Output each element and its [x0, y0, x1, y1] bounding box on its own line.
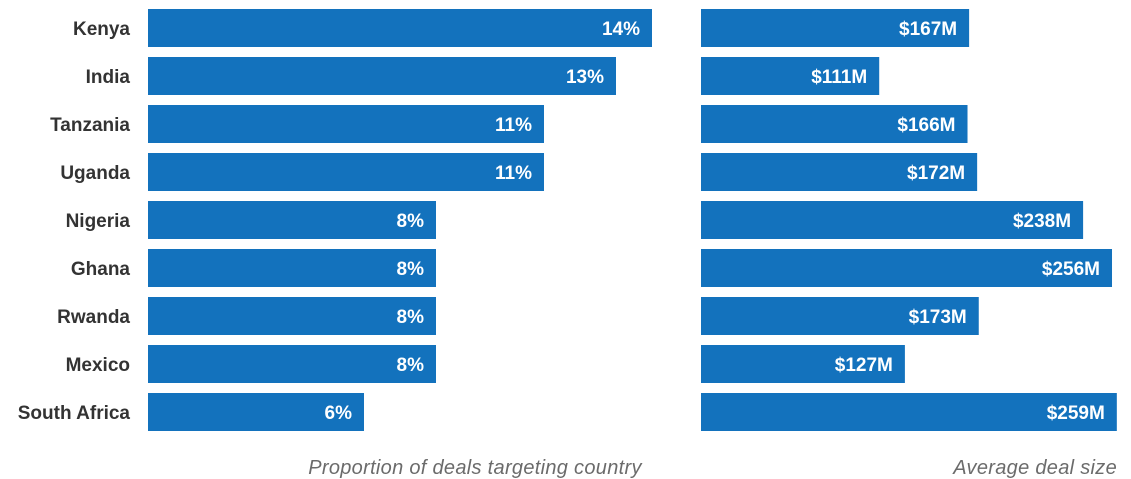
x-axis-title-deal-share: Proportion of deals targeting country — [308, 457, 642, 479]
bar-deal-size — [701, 9, 970, 47]
data-label-deal-size: $172M — [907, 163, 965, 184]
category-labels: Kenya India Tanzania Uganda Nigeria Ghana Rwan… — [18, 19, 131, 424]
data-label-deal-size: $166M — [897, 115, 955, 136]
bar-deal-size — [701, 249, 1113, 287]
bar-deal-size — [701, 201, 1084, 239]
bar-deal-share — [148, 105, 544, 143]
category-label: South Africa — [18, 403, 131, 424]
data-label-deal-share: 8% — [397, 355, 425, 376]
panel-deal-size: $167M $111M $166M $172M $238M $256M $173M $127M… — [701, 9, 1117, 431]
panel-deal-share: 14% 13% 11% 11% 8% 8% 8% 8% 6% — [148, 9, 652, 431]
bar-deal-share — [148, 345, 436, 383]
data-label-deal-size: $127M — [835, 355, 893, 376]
data-label-deal-size: $256M — [1042, 259, 1100, 280]
category-label: Ghana — [71, 259, 131, 280]
data-label-deal-share: 11% — [495, 115, 532, 136]
bar-deal-share — [148, 57, 616, 95]
bar-deal-size — [701, 105, 968, 143]
bar-deal-share — [148, 297, 436, 335]
bar-deal-size — [701, 57, 880, 95]
data-label-deal-share: 8% — [397, 211, 425, 232]
bar-deal-size — [701, 297, 979, 335]
data-label-deal-share: 14% — [602, 19, 640, 40]
data-label-deal-size: $259M — [1047, 403, 1105, 424]
data-label-deal-share: 13% — [566, 67, 604, 88]
category-label: Rwanda — [57, 307, 130, 328]
category-label: Nigeria — [66, 211, 131, 232]
bar-deal-share — [148, 201, 436, 239]
bar-deal-size — [701, 153, 978, 191]
data-label-deal-size: $173M — [909, 307, 967, 328]
data-label-deal-size: $167M — [899, 19, 957, 40]
x-axis-title-deal-size: Average deal size — [952, 457, 1117, 479]
bar-deal-share — [148, 153, 544, 191]
category-label: Kenya — [73, 19, 130, 40]
category-label: India — [86, 67, 131, 88]
data-label-deal-share: 8% — [397, 259, 425, 280]
bar-deal-share — [148, 393, 364, 431]
category-label: Tanzania — [50, 115, 130, 136]
category-label: Uganda — [60, 163, 130, 184]
bar-deal-share — [148, 249, 436, 287]
bar-deal-size — [701, 393, 1117, 431]
data-label-deal-size: $238M — [1013, 211, 1071, 232]
bar-deal-size — [701, 345, 905, 383]
data-label-deal-share: 6% — [325, 403, 353, 424]
data-label-deal-size: $111M — [811, 67, 867, 88]
data-label-deal-share: 8% — [397, 307, 425, 328]
category-label: Mexico — [66, 355, 130, 376]
bar-deal-share — [148, 9, 652, 47]
data-label-deal-share: 11% — [495, 163, 532, 184]
